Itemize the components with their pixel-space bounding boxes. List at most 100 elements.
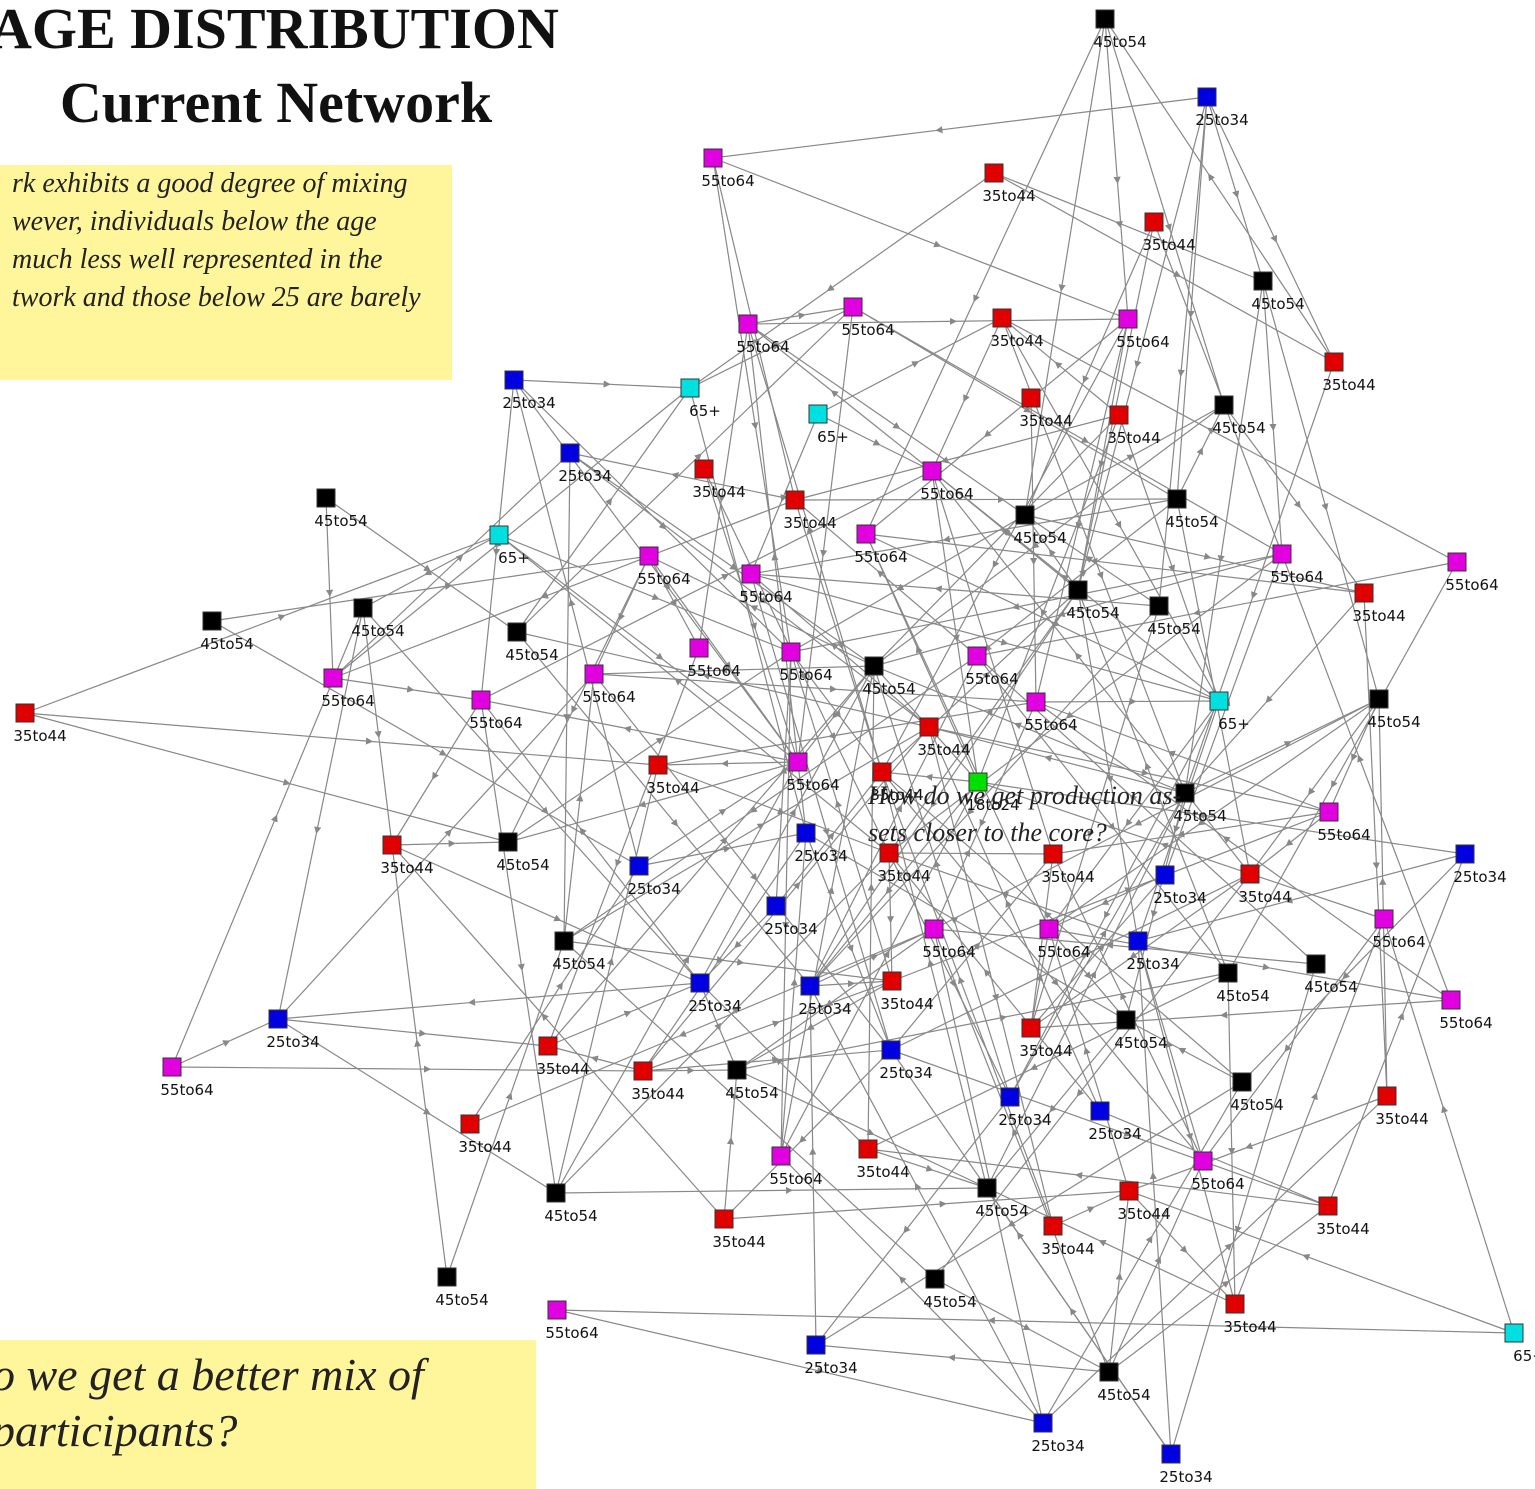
edge bbox=[1202, 1153, 1329, 1207]
edge bbox=[798, 1049, 892, 1144]
edge bbox=[956, 641, 979, 783]
node bbox=[538, 1036, 558, 1056]
node bbox=[554, 931, 574, 951]
edge bbox=[1099, 1110, 1203, 1155]
node bbox=[1441, 990, 1461, 1010]
node bbox=[785, 490, 805, 510]
node-label: 55to64 bbox=[701, 172, 754, 190]
edge bbox=[873, 665, 936, 861]
edge bbox=[1077, 367, 1137, 591]
edge bbox=[689, 290, 828, 389]
node-label: 35to44 bbox=[631, 1085, 684, 1103]
edge bbox=[1104, 18, 1172, 232]
node bbox=[639, 546, 659, 566]
note-text: twork and those below 25 are barely bbox=[12, 282, 421, 313]
edge bbox=[1217, 280, 1264, 563]
node bbox=[1090, 1101, 1110, 1121]
node bbox=[1039, 919, 1059, 939]
edge bbox=[498, 534, 664, 661]
edge bbox=[1376, 869, 1388, 1097]
node-label: 35to44 bbox=[1238, 888, 1291, 906]
edge bbox=[888, 852, 985, 970]
node-label: 35to44 bbox=[692, 483, 745, 501]
node bbox=[437, 1267, 457, 1287]
node-label: 55to64 bbox=[786, 776, 839, 794]
edge bbox=[689, 342, 780, 389]
edge bbox=[1095, 792, 1186, 972]
edge bbox=[1031, 404, 1225, 550]
node bbox=[489, 525, 509, 545]
edge bbox=[1042, 1242, 1233, 1424]
edge bbox=[1009, 929, 1107, 1098]
edge bbox=[1057, 553, 1283, 618]
edge bbox=[480, 699, 581, 828]
edge bbox=[824, 1371, 1044, 1424]
edge bbox=[1128, 1190, 1188, 1254]
node-label: 25to34 bbox=[879, 1064, 932, 1082]
edge bbox=[794, 461, 941, 501]
edge bbox=[1024, 382, 1084, 516]
edge bbox=[671, 472, 796, 501]
node-label: 55to64 bbox=[1372, 933, 1425, 951]
edge bbox=[325, 497, 334, 598]
edge bbox=[1207, 173, 1335, 363]
edge bbox=[391, 844, 562, 922]
edge bbox=[469, 981, 564, 1125]
node bbox=[1149, 596, 1169, 616]
note-box bbox=[0, 1340, 536, 1489]
node-label: 35to44 bbox=[1352, 607, 1405, 625]
edge bbox=[934, 1096, 1078, 1280]
edge bbox=[885, 781, 979, 895]
edge bbox=[510, 940, 565, 1093]
edge bbox=[817, 413, 881, 446]
edge bbox=[507, 737, 664, 843]
node-label: 45to54 bbox=[435, 1291, 488, 1309]
edge bbox=[712, 157, 942, 248]
edge bbox=[391, 839, 456, 848]
edge bbox=[699, 982, 777, 1059]
node-label: 55to64 bbox=[922, 943, 975, 961]
edge bbox=[1086, 498, 1178, 571]
node bbox=[162, 1057, 182, 1077]
edge bbox=[815, 1344, 948, 1358]
edge bbox=[1177, 1047, 1243, 1083]
edge bbox=[1035, 701, 1169, 753]
edge bbox=[579, 826, 701, 984]
edge bbox=[1074, 1171, 1329, 1207]
edge bbox=[750, 539, 943, 575]
node-label: 45to54 bbox=[1093, 33, 1146, 51]
edge bbox=[931, 470, 988, 644]
edge bbox=[24, 712, 291, 786]
edge bbox=[516, 631, 703, 676]
edge bbox=[962, 849, 1054, 858]
edge bbox=[556, 1309, 988, 1321]
edge bbox=[1030, 412, 1178, 500]
edge bbox=[1228, 553, 1283, 699]
edge bbox=[556, 1309, 825, 1375]
edge bbox=[513, 379, 571, 599]
node bbox=[864, 656, 884, 676]
edge bbox=[1090, 557, 1365, 594]
edge bbox=[718, 323, 749, 503]
edge bbox=[744, 962, 893, 982]
edge bbox=[867, 1069, 1031, 1150]
node-label: 55to64 bbox=[687, 662, 740, 680]
edge bbox=[1341, 853, 1466, 980]
edge bbox=[983, 968, 1101, 1112]
edge bbox=[902, 1096, 1011, 1234]
edge bbox=[780, 978, 798, 1157]
edge bbox=[712, 129, 936, 159]
node-label: 65+ bbox=[498, 549, 530, 567]
edge bbox=[1165, 1039, 1204, 1162]
edge bbox=[540, 499, 796, 599]
edge bbox=[1291, 698, 1380, 742]
edge bbox=[989, 589, 1079, 673]
edge bbox=[1134, 96, 1208, 369]
edge bbox=[547, 866, 617, 1047]
edge bbox=[579, 673, 595, 795]
edge bbox=[1219, 999, 1452, 1019]
node-label: 25to34 bbox=[764, 920, 817, 938]
note-text: wever, individuals below the age bbox=[12, 206, 377, 237]
node bbox=[843, 297, 863, 317]
edge bbox=[935, 96, 1208, 134]
